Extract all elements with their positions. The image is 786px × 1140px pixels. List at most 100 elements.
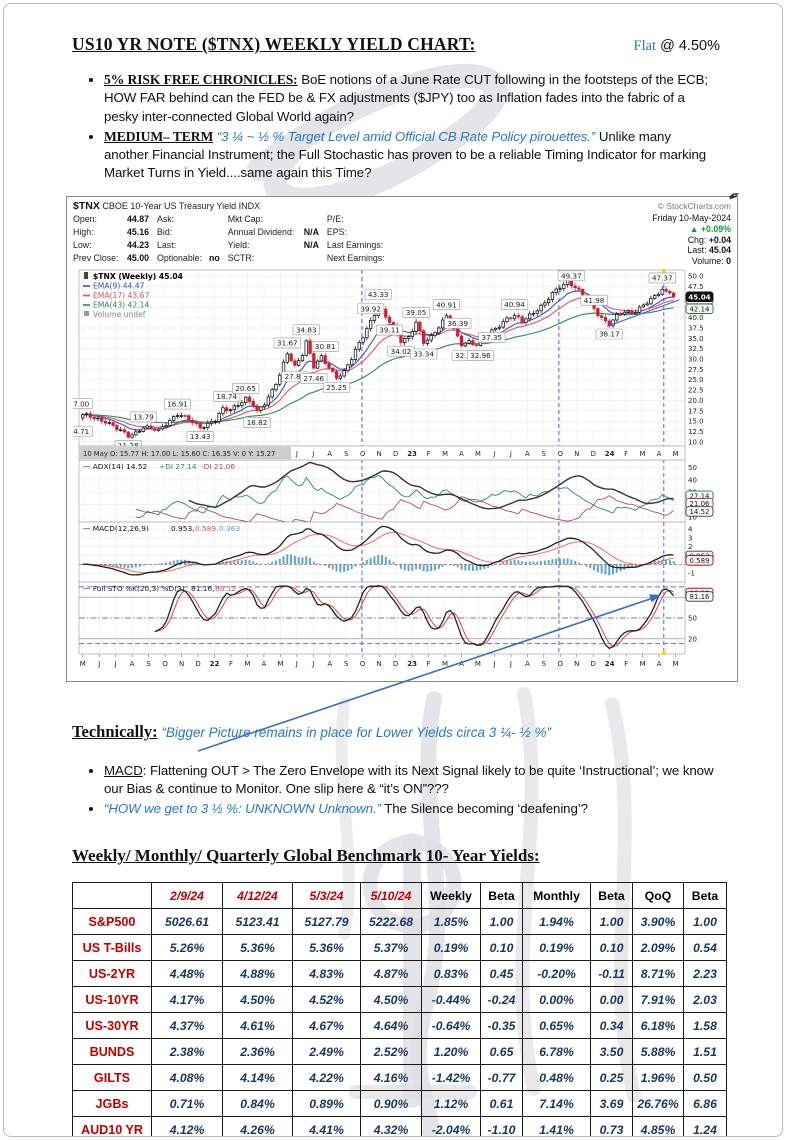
svg-text:27.14: 27.14 <box>689 492 710 500</box>
svg-text:M: M <box>640 450 646 458</box>
table-cell: 3.69 <box>590 1090 633 1118</box>
info-col-change: Friday 10-May-2024 ▲ +0.09% Chg: +0.04 La… <box>652 213 731 267</box>
table-cell: 1.20% <box>421 1038 481 1066</box>
svg-text:EMA(43) 42.14: EMA(43) 42.14 <box>93 300 149 309</box>
chart-symbol-line: $TNX CBOE 10-Year US Treasury Yield INDX <box>73 200 260 212</box>
svg-text:F: F <box>624 660 628 668</box>
trend-word: Flat <box>633 38 657 54</box>
table-cell: 0.25 <box>590 1064 633 1092</box>
svg-text:J: J <box>311 450 314 458</box>
table-row: US-30YR 4.37% 4.61% 4.67% 4.64% -0.64% -0.35 0.… <box>72 1012 727 1040</box>
svg-text:F: F <box>427 660 431 668</box>
svg-text:A: A <box>459 450 464 458</box>
svg-text:M: M <box>277 660 283 668</box>
svg-text:32.96: 32.96 <box>470 351 491 360</box>
info-col-bidask: Ask: Bid: Last: Optionable: no <box>157 213 220 267</box>
svg-text:27.5: 27.5 <box>688 366 704 374</box>
table-cell: 0.65% <box>522 1012 591 1040</box>
table-header-cell: Weekly <box>421 882 481 910</box>
info-label: High: <box>73 227 94 238</box>
page: US10 YR NOTE ($TNX) WEEKLY YIELD CHART: … <box>3 3 783 1137</box>
info-label: Low: <box>73 239 92 250</box>
svg-text:40.0: 40.0 <box>688 314 704 322</box>
technical-bullets: MACD: Flattening OUT > The Zero Envelope… <box>86 762 716 818</box>
table-cell: 1.00 <box>683 908 727 936</box>
svg-text:0.953,: 0.953, <box>171 524 195 533</box>
row-label: US T-Bills <box>72 934 152 962</box>
svg-text:D: D <box>591 660 596 668</box>
svg-text:2: 2 <box>688 543 692 551</box>
table-row: US-2YR 4.48% 4.88% 4.83% 4.87% 0.83% 0.45 -0.20… <box>72 960 727 988</box>
table-cell: 4.37% <box>151 1012 223 1040</box>
table-cell: 1.51 <box>683 1038 727 1066</box>
table-cell: 4.50% <box>222 986 293 1014</box>
table-cell: 0.61 <box>480 1090 523 1118</box>
svg-text:20.0: 20.0 <box>688 397 704 405</box>
svg-text:35.0: 35.0 <box>688 335 704 343</box>
bullet-macd: MACD: Flattening OUT > The Zero Envelope… <box>104 762 716 798</box>
yield-status: Flat @ 4.50% <box>634 38 720 55</box>
svg-text:J: J <box>492 450 495 458</box>
svg-text:N: N <box>377 660 382 668</box>
bullet-lead: 5% RISK FREE CHRONICLES: <box>104 72 298 87</box>
table-cell: 5.37% <box>360 934 422 962</box>
table-cell: -0.24 <box>480 986 523 1014</box>
stockcharts-credit: © StockCharts.com <box>657 201 731 212</box>
info-label: Optionable: <box>157 252 203 263</box>
technically-label: Technically: <box>72 721 158 741</box>
info-label: P/E: <box>326 214 344 225</box>
svg-text:16.82: 16.82 <box>247 418 268 427</box>
chart-symbol: $TNX <box>73 200 100 213</box>
table-cell: -1.42% <box>421 1064 481 1092</box>
table-cell: 0.89% <box>292 1090 361 1118</box>
svg-text:14.52: 14.52 <box>689 508 709 516</box>
table-cell: 8.71% <box>632 960 684 988</box>
bullet-text: : Flattening OUT > The Zero Envelope wit… <box>104 762 714 796</box>
svg-text:22: 22 <box>210 660 220 668</box>
svg-text:EMA(17) 43.67: EMA(17) 43.67 <box>93 291 149 300</box>
bullet-risk-free-chronicles: 5% RISK FREE CHRONICLES: BoE notions of … <box>104 71 716 126</box>
svg-text:25.25: 25.25 <box>326 383 347 392</box>
svg-text:Volume undef: Volume undef <box>93 310 146 319</box>
table-cell: 6.86 <box>683 1090 727 1118</box>
svg-text:3: 3 <box>688 534 692 542</box>
svg-text:O: O <box>360 660 366 668</box>
svg-text:32.5: 32.5 <box>688 345 704 353</box>
info-label: Annual Dividend: <box>227 227 295 238</box>
svg-text:J: J <box>509 450 512 458</box>
row-label: US-2YR <box>72 960 152 988</box>
info-col-ohlc: Open: 44.87 High: 45.16 Low: 44.23 Prev Close:… <box>73 213 149 267</box>
table-cell: 1.96% <box>632 1064 684 1092</box>
table-cell: 3.50 <box>590 1038 633 1066</box>
svg-text:42.14: 42.14 <box>689 305 710 313</box>
table-cell: -0.11 <box>590 960 633 988</box>
svg-text:40.94: 40.94 <box>504 300 525 309</box>
yields-table: 2/9/24 4/12/24 5/3/24 5/10/24 Weekly Beta Mont… <box>72 882 727 1136</box>
table-cell: -2.04% <box>421 1116 481 1136</box>
table-cell: 4.41% <box>292 1116 361 1136</box>
svg-text:10.0: 10.0 <box>688 438 704 446</box>
bullet-lead: MEDIUM– TERM <box>104 128 214 144</box>
svg-text:15.0: 15.0 <box>688 418 704 426</box>
table-cell: 0.00% <box>522 986 591 1014</box>
svg-text:J: J <box>114 660 117 668</box>
table-cell: 0.34 <box>590 1012 633 1040</box>
info-label: Mkt Cap: <box>227 214 263 225</box>
svg-text:A: A <box>657 450 662 458</box>
table-cell: 5026.61 <box>151 908 223 936</box>
table-cell: 4.48% <box>151 960 223 988</box>
svg-text:J: J <box>295 660 298 668</box>
info-value: 44.87 <box>127 214 150 225</box>
svg-text:A: A <box>459 660 464 668</box>
table-cell: 4.22% <box>292 1064 361 1092</box>
table-cell: -0.44% <box>421 986 481 1014</box>
table-cell: 4.17% <box>151 986 223 1014</box>
table-cell: 5123.41 <box>222 908 293 936</box>
svg-text:36.39: 36.39 <box>447 319 468 328</box>
svg-text:M: M <box>475 660 481 668</box>
svg-text:S: S <box>344 660 349 668</box>
table-cell: 5.26% <box>151 934 223 962</box>
svg-text:50.0: 50.0 <box>688 273 704 281</box>
svg-text:A: A <box>525 450 530 458</box>
table-cell: 2.23 <box>683 960 727 988</box>
